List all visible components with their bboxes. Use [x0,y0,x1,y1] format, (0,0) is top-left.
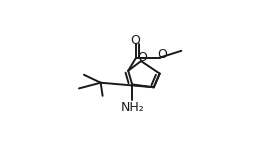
Text: O: O [131,34,141,47]
Text: O: O [137,51,147,64]
Text: O: O [157,48,167,61]
Text: NH₂: NH₂ [120,101,144,114]
